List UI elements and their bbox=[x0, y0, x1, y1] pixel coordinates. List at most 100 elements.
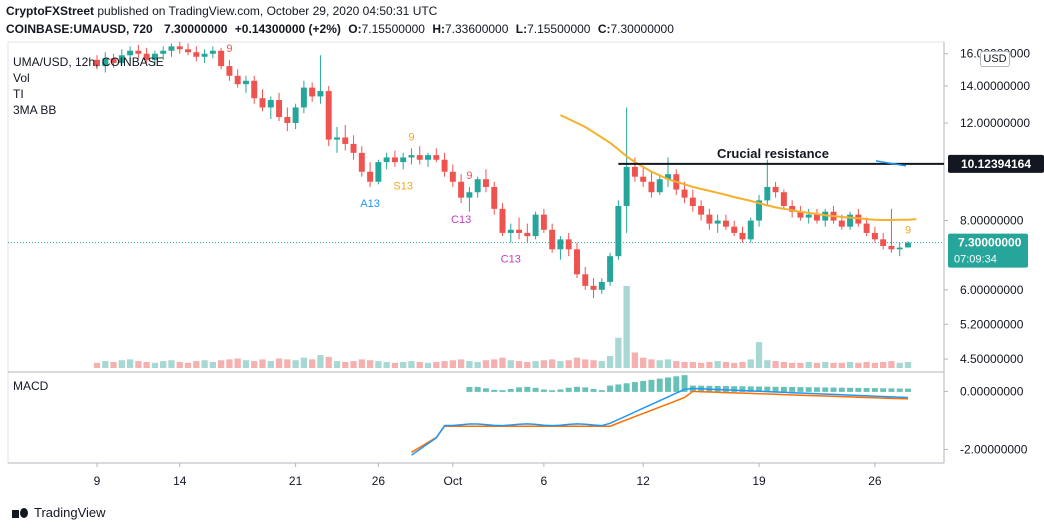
volume-bar bbox=[491, 359, 498, 368]
resistance-ray bbox=[875, 160, 907, 167]
td-annotation: C13 bbox=[451, 214, 471, 226]
candle-body bbox=[482, 179, 489, 187]
last-price-text: 7.30000000 bbox=[958, 236, 1022, 250]
x-tick-label: 6 bbox=[541, 474, 548, 488]
volume-bar bbox=[151, 362, 159, 368]
macd-histogram-bar bbox=[813, 387, 820, 392]
candle-body bbox=[540, 214, 547, 230]
volume-bar bbox=[557, 361, 564, 368]
candle-body bbox=[764, 186, 771, 201]
candle-body bbox=[598, 281, 605, 290]
candle-body bbox=[789, 205, 796, 212]
volume-bar bbox=[606, 355, 614, 368]
candle-body bbox=[640, 176, 647, 182]
volume-bar bbox=[259, 359, 266, 368]
indicator-symbol[interactable]: UMA/USD, 12h, COINBASE bbox=[13, 55, 164, 69]
candle-body bbox=[94, 59, 100, 67]
volume-bar bbox=[532, 361, 539, 368]
candle-body bbox=[739, 232, 746, 240]
candle-body bbox=[201, 53, 208, 57]
candle-body bbox=[805, 214, 812, 218]
candle-body bbox=[449, 171, 456, 182]
volume-bar bbox=[366, 360, 374, 368]
last-price: 7.30000000 bbox=[164, 22, 228, 36]
indicator-ti[interactable]: TI bbox=[13, 87, 24, 101]
volume-bar bbox=[648, 359, 655, 368]
candle-body bbox=[607, 256, 614, 282]
macd-histogram-bar bbox=[805, 387, 812, 392]
macd-label[interactable]: MACD bbox=[13, 379, 49, 393]
td-annotation: S13 bbox=[393, 180, 413, 192]
price-change: +0.14300000 (+2%) bbox=[234, 22, 341, 36]
volume-bar bbox=[615, 337, 622, 368]
macd-histogram-bar bbox=[863, 388, 870, 392]
volume-bar bbox=[391, 362, 399, 368]
macd-histogram-bar bbox=[532, 387, 539, 392]
macd-histogram-bar bbox=[797, 387, 804, 392]
volume-bar bbox=[342, 361, 349, 368]
candle-body bbox=[267, 100, 274, 108]
publisher-name: CryptoFXStreet bbox=[6, 4, 95, 18]
volume-bar bbox=[871, 362, 879, 368]
macd-histogram-bar bbox=[590, 389, 597, 392]
volume-bar bbox=[681, 361, 688, 368]
td-annotation: 9 bbox=[466, 170, 472, 182]
candle-body bbox=[433, 155, 440, 160]
candle-body bbox=[698, 205, 705, 215]
volume-bar bbox=[449, 360, 456, 368]
macd-histogram-bar bbox=[855, 387, 862, 392]
candle-body bbox=[176, 46, 183, 50]
candle-body bbox=[358, 152, 365, 172]
macd-histogram-bar bbox=[607, 385, 614, 392]
volume-bar bbox=[168, 360, 175, 368]
x-tick-label: 21 bbox=[289, 474, 303, 488]
volume-bar bbox=[424, 362, 432, 368]
low-value: 7.15500000 bbox=[527, 22, 591, 36]
volume-bar bbox=[234, 358, 241, 368]
open-value: 7.15500000 bbox=[361, 22, 425, 36]
indicator-vol[interactable]: Vol bbox=[13, 71, 30, 85]
candle-body bbox=[276, 100, 283, 118]
currency-button[interactable]: USD bbox=[980, 51, 1010, 67]
macd-histogram-bar bbox=[582, 387, 589, 392]
macd-histogram-bar bbox=[665, 377, 671, 392]
indicator-3ma-bb[interactable]: 3MA BB bbox=[13, 103, 57, 117]
macd-histogram-bar bbox=[648, 379, 655, 392]
candle-body bbox=[797, 211, 804, 218]
x-tick-label: Oct bbox=[444, 474, 463, 488]
macd-histogram-bar bbox=[780, 386, 787, 392]
resistance-price-text: 10.12394164 bbox=[961, 157, 1031, 171]
volume-bar bbox=[623, 286, 630, 368]
volume-bar bbox=[880, 361, 887, 368]
macd-histogram-bar bbox=[466, 387, 473, 392]
footer-brand[interactable]: TradingView bbox=[12, 505, 106, 520]
volume-bar bbox=[275, 358, 283, 368]
macd-histogram-bar bbox=[822, 387, 829, 392]
candle-body bbox=[838, 220, 845, 227]
candle-body bbox=[582, 274, 589, 286]
volume-bar bbox=[640, 357, 647, 368]
candle-body bbox=[400, 157, 407, 163]
volume-bar bbox=[830, 362, 837, 368]
volume-bar bbox=[400, 361, 407, 368]
close-value: 7.30000000 bbox=[610, 22, 674, 36]
candle-body bbox=[143, 53, 150, 60]
candle-body bbox=[615, 205, 622, 257]
close-label: C: bbox=[597, 22, 611, 36]
high-value: 7.33600000 bbox=[445, 22, 509, 36]
volume-bar bbox=[846, 361, 854, 368]
volume-bar bbox=[126, 359, 134, 368]
volume-bar bbox=[780, 361, 788, 368]
candle-body bbox=[689, 197, 696, 206]
candle-body bbox=[259, 98, 266, 108]
candle-body bbox=[863, 223, 870, 233]
candle-body bbox=[888, 245, 895, 250]
macd-histogram-bar bbox=[731, 386, 738, 392]
volume-bar bbox=[482, 360, 490, 368]
volume-bar bbox=[242, 360, 250, 368]
candle-body bbox=[118, 55, 125, 63]
volume-bar bbox=[507, 360, 514, 368]
macd-histogram-bar bbox=[756, 386, 763, 392]
volume-bar bbox=[309, 359, 316, 368]
